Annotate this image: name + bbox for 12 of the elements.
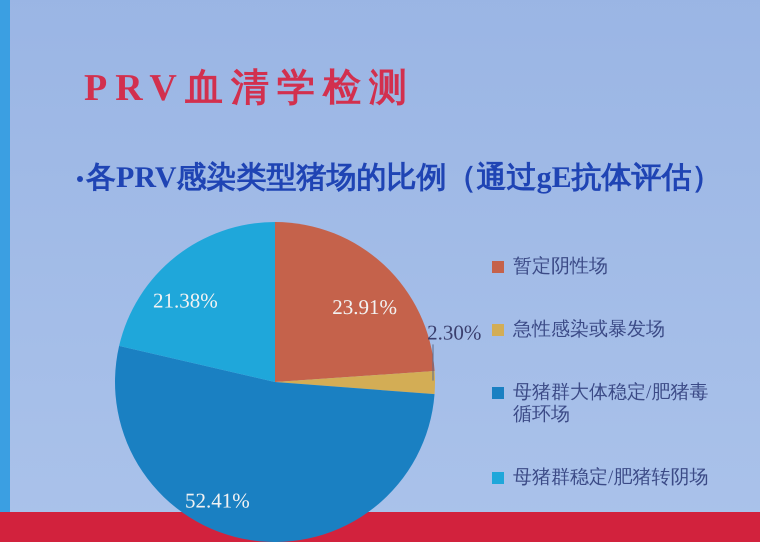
pie-slice (119, 222, 275, 382)
legend-label: 母猪群稳定/肥猪转阴场 (513, 467, 710, 489)
legend-label: 暂定阴性场 (513, 256, 609, 278)
data-label: 21.38% (153, 288, 218, 312)
pie-slice (115, 346, 435, 542)
legend-label: 母猪群大体稳定/肥猪毒循环场 (513, 382, 710, 426)
legend-label: 急性感染或暴发场 (513, 319, 666, 341)
data-label: 52.41% (185, 488, 250, 512)
chart-title: PRV血清学检测 (84, 66, 415, 111)
data-label: 2.30% (427, 320, 482, 344)
data-label: 23.91% (332, 294, 397, 319)
chart-subtitle: 各PRV感染类型猪场的比例（通过gE抗体评估） (86, 160, 722, 196)
